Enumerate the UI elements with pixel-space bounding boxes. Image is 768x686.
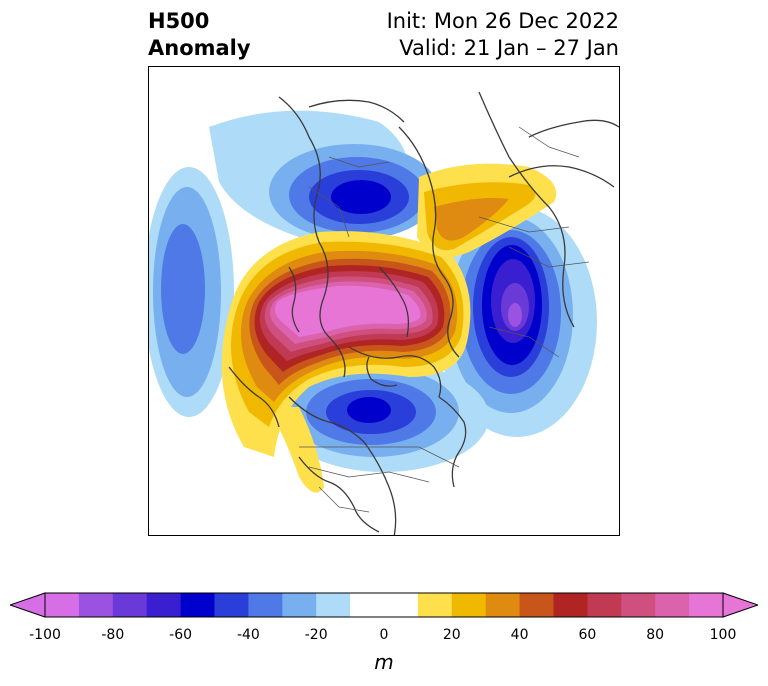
colorbar-tick-label: 60 [578,627,597,643]
colorbar-cells [45,593,724,617]
anomaly-map-svg [149,91,619,535]
colorbar-cell [519,593,554,617]
colorbar-cell [316,593,351,617]
colorbar-tick-label: -60 [169,627,193,643]
colorbar-cell [621,593,656,617]
colorbar-cell [485,593,521,617]
colorbar-cell [45,593,80,617]
valid-time: Valid: 21 Jan – 27 Jan [399,36,619,60]
title-line-1: H500 [148,9,210,33]
positive-anomaly-central [221,163,557,493]
colorbar-cell [78,593,114,617]
negative-anomaly-west [149,167,234,417]
colorbar-tick-label: 40 [510,627,529,643]
country-borders [299,126,590,513]
colorbar-max-extend [722,592,758,618]
colorbar-cell [417,593,453,617]
colorbar-tick-label: -20 [304,627,328,643]
negative-anomaly-north [209,110,439,240]
colorbar-unit: m [374,650,394,674]
colorbar-cell [180,593,215,617]
colorbar-cell [451,593,487,617]
colorbar-tick-label: -100 [29,627,61,643]
colorbar-cell [689,593,724,617]
colorbar-tick-label: -40 [236,627,260,643]
colorbar-tick-label: -80 [101,627,125,643]
colorbar-min-extend [10,592,46,618]
colorbar-tick-label: 20 [442,627,461,643]
colorbar-tick-label: 100 [709,627,737,643]
init-time: Init: Mon 26 Dec 2022 [386,9,619,33]
colorbar-tick-label: 80 [646,627,665,643]
colorbar-cell [553,593,588,617]
colorbar-outline [44,592,724,618]
colorbar-cell [350,593,385,617]
negative-anomaly-south [279,362,489,472]
colorbar-cell [384,593,419,617]
negative-anomaly-east [437,207,597,437]
coastlines [228,91,619,535]
colorbar-cell [248,593,283,617]
colorbar-cell [587,593,622,617]
colorbar [10,592,758,618]
colorbar-tick-label: 0 [379,627,389,643]
colorbar-cell [282,593,317,617]
chart-title: H500 Anomaly [148,8,251,62]
anomaly-map [148,66,620,536]
title-line-2: Anomaly [148,36,251,60]
colorbar-cell [112,593,148,617]
colorbar-cell [655,593,690,617]
colorbar-cell [146,593,182,617]
colorbar-cell [214,593,249,617]
run-info: Init: Mon 26 Dec 2022 Valid: 21 Jan – 27… [387,8,619,62]
